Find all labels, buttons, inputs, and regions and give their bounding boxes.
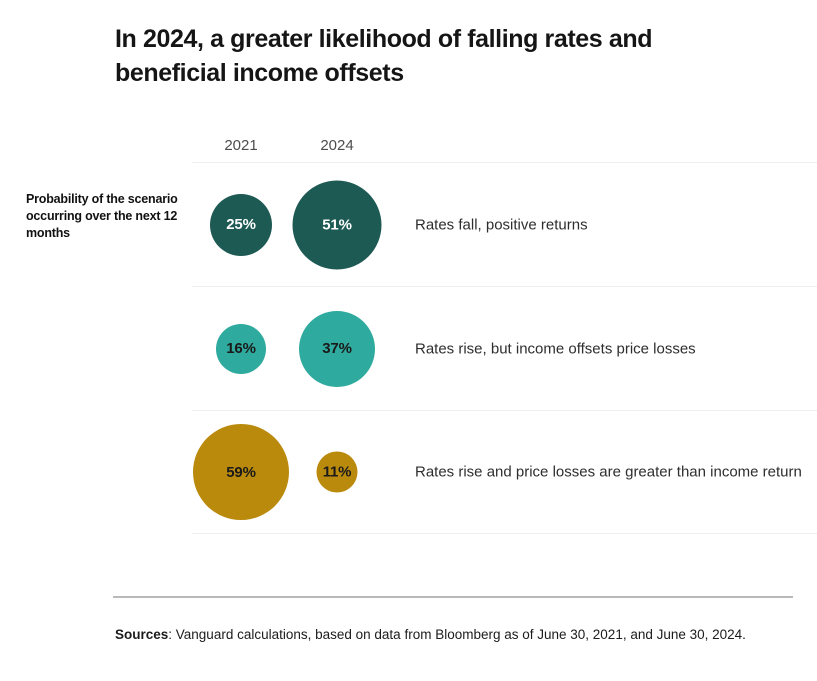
scenario-label: Rates fall, positive returns <box>415 216 588 233</box>
chart-title: In 2024, a greater likelihood of falling… <box>115 22 775 90</box>
sources-text: : Vanguard calculations, based on data f… <box>168 627 746 642</box>
bubble-value: 11% <box>322 463 352 481</box>
column-header-2024: 2024 <box>320 137 354 154</box>
axis-label: Probability of the scenario occurring ov… <box>26 192 178 240</box>
column-header-2021: 2021 <box>224 137 258 154</box>
bubble-value: 25% <box>226 216 256 233</box>
scenario-label: Rates rise and price losses are greater … <box>415 463 802 481</box>
bubble-2024: 51% <box>292 180 382 269</box>
scenario-label: Rates rise, but income offsets price los… <box>415 340 696 357</box>
bubble-value: 37% <box>322 340 352 357</box>
chart-row: 16% 37% Rates rise, but income offsets p… <box>192 286 817 410</box>
footer-divider <box>113 596 793 598</box>
bubble-value: 16% <box>226 340 256 357</box>
chart-title-line1: In 2024, a greater likelihood of falling… <box>115 25 653 53</box>
sources-note: Sources: Vanguard calculations, based on… <box>115 626 746 644</box>
bubble-2021: 25% <box>210 193 272 256</box>
bubble-value: 51% <box>322 216 352 233</box>
bubble-chart: 25% 51% Rates fall, positive returns 16%… <box>192 162 817 534</box>
bubble-2021: 59% <box>193 424 289 520</box>
bubble-2021: 16% <box>216 323 266 374</box>
chart-row: 25% 51% Rates fall, positive returns <box>192 162 817 286</box>
chart-row: 59% 11% Rates rise and price losses are … <box>192 410 817 534</box>
bubble-value: 59% <box>226 463 256 481</box>
sources-label: Sources <box>115 627 169 642</box>
bubble-2024: 11% <box>316 451 358 493</box>
chart-title-line2: beneficial income offsets <box>115 59 404 87</box>
bubble-2024: 37% <box>299 310 375 387</box>
